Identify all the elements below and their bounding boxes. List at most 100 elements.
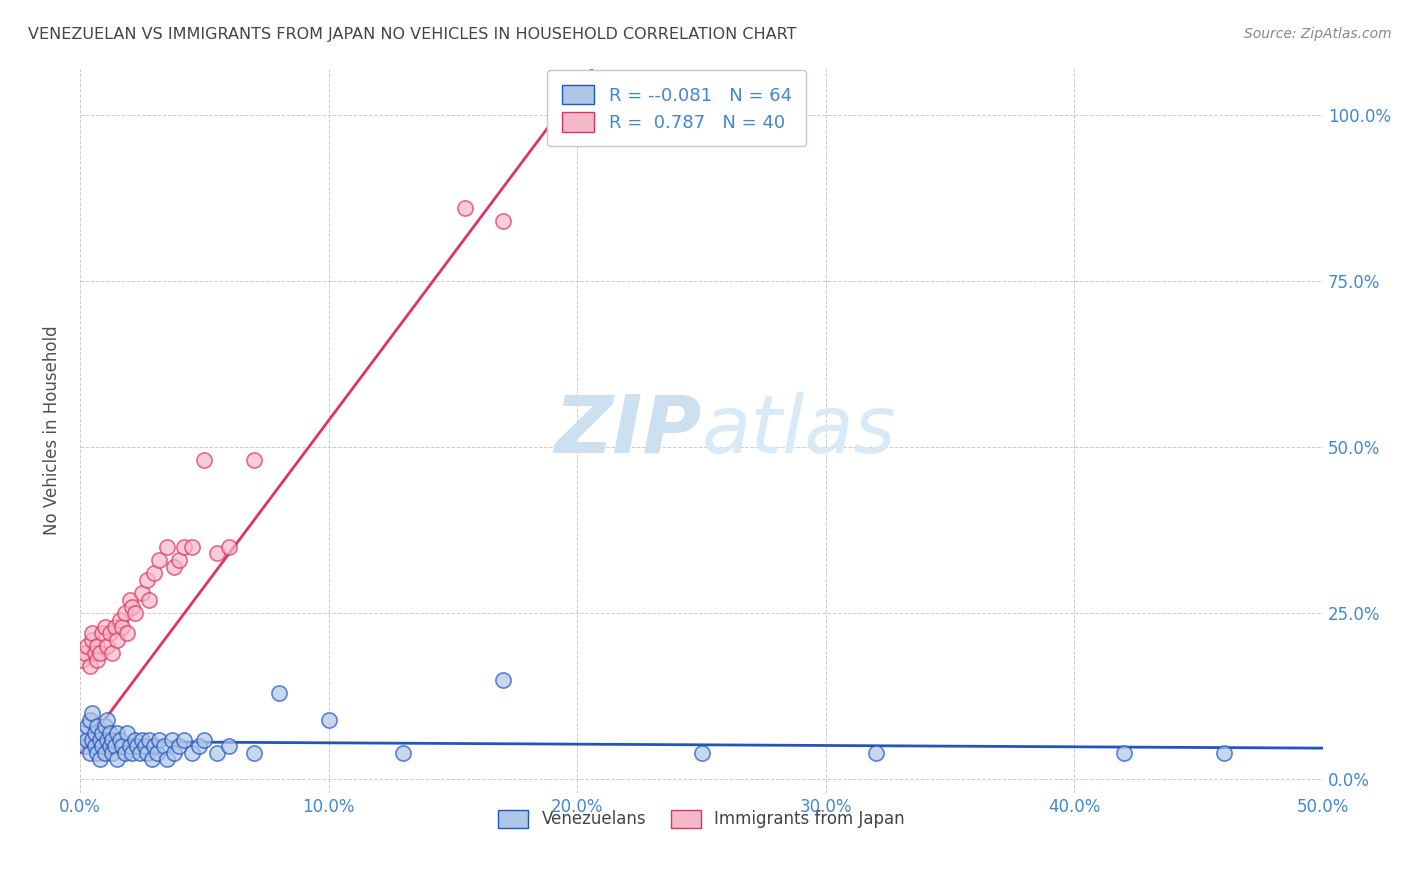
Point (73, 739, 96, 753)
Point (82, 632, 104, 647)
Point (76, 732, 98, 747)
Point (134, 739, 156, 753)
Point (83, 726, 105, 740)
Point (114, 746, 136, 760)
Point (125, 739, 148, 753)
Point (243, 453, 266, 467)
Point (76, 640, 98, 654)
Point (148, 553, 170, 567)
Point (86, 746, 108, 760)
Point (111, 739, 134, 753)
Point (193, 732, 215, 747)
Point (690, 746, 713, 760)
Text: VENEZUELAN VS IMMIGRANTS FROM JAPAN NO VEHICLES IN HOUSEHOLD CORRELATION CHART: VENEZUELAN VS IMMIGRANTS FROM JAPAN NO V… (28, 27, 797, 42)
Text: ZIP: ZIP (554, 392, 702, 469)
Point (131, 586, 153, 600)
Point (188, 739, 211, 753)
Point (121, 746, 143, 760)
Point (128, 746, 150, 760)
Point (98, 626, 121, 640)
Point (121, 599, 143, 614)
Text: Source: ZipAtlas.com: Source: ZipAtlas.com (1244, 27, 1392, 41)
Point (105, 632, 128, 647)
Point (1114, 746, 1136, 760)
Point (1212, 746, 1234, 760)
Point (180, 746, 202, 760)
Point (205, 547, 228, 561)
Point (141, 752, 163, 766)
Point (86, 640, 108, 654)
Point (163, 746, 186, 760)
Point (101, 732, 124, 747)
Point (173, 540, 195, 554)
Point (79, 713, 101, 727)
Point (105, 752, 128, 766)
Point (143, 739, 166, 753)
Point (138, 732, 160, 747)
Point (136, 573, 159, 587)
Point (83, 739, 105, 753)
Point (104, 619, 127, 633)
Point (169, 553, 191, 567)
Point (96, 713, 118, 727)
Point (267, 686, 290, 700)
Point (79, 659, 101, 673)
Point (491, 673, 513, 687)
Point (86, 719, 108, 733)
Point (96, 640, 118, 654)
Point (193, 453, 215, 467)
Point (156, 752, 179, 766)
Point (111, 619, 134, 633)
Point (89, 732, 111, 747)
Point (89, 752, 111, 766)
Point (865, 746, 887, 760)
Point (76, 719, 98, 733)
Point (124, 607, 146, 621)
Point (218, 739, 240, 753)
Point (82, 626, 104, 640)
Point (136, 746, 159, 760)
Point (138, 593, 160, 607)
Point (131, 732, 153, 747)
Point (156, 540, 179, 554)
Point (218, 540, 240, 554)
Point (105, 726, 128, 740)
Point (180, 540, 202, 554)
Point (160, 732, 183, 747)
Point (115, 626, 138, 640)
Point (89, 646, 111, 660)
Point (124, 732, 146, 747)
Point (93, 619, 115, 633)
Point (163, 559, 186, 574)
Legend: Venezuelans, Immigrants from Japan: Venezuelans, Immigrants from Japan (491, 803, 911, 835)
Point (93, 719, 115, 733)
Point (72, 653, 94, 667)
Point (73, 646, 96, 660)
Point (143, 566, 166, 581)
Point (72, 726, 94, 740)
Point (169, 739, 191, 753)
Point (115, 726, 138, 740)
Y-axis label: No Vehicles in Household: No Vehicles in Household (44, 326, 60, 535)
Point (146, 746, 169, 760)
Point (98, 726, 121, 740)
Point (108, 732, 131, 747)
Point (91, 726, 114, 740)
Point (491, 214, 513, 228)
Point (148, 732, 170, 747)
Point (318, 713, 340, 727)
Point (83, 646, 105, 660)
Point (93, 746, 115, 760)
Point (101, 746, 124, 760)
Point (173, 732, 195, 747)
Point (392, 746, 415, 760)
Point (86, 653, 108, 667)
Point (108, 613, 131, 627)
Point (91, 739, 114, 753)
Point (454, 201, 477, 215)
Point (82, 706, 104, 720)
Point (243, 746, 266, 760)
Point (104, 739, 127, 753)
Point (79, 746, 101, 760)
Point (153, 739, 176, 753)
